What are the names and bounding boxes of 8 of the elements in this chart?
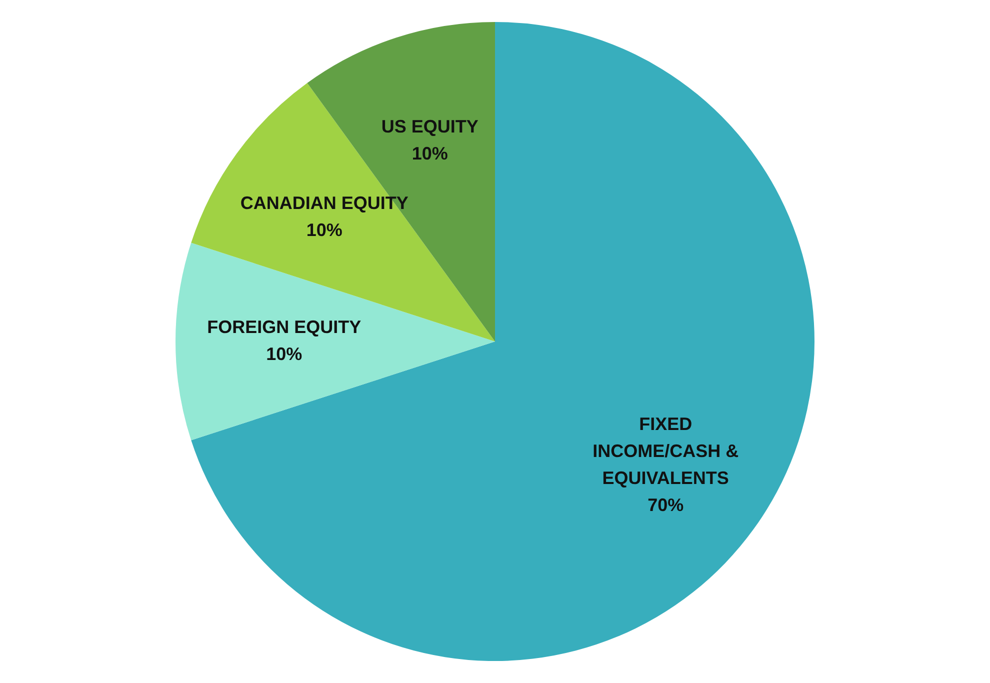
data-label: 10% xyxy=(266,344,302,364)
data-label: 10% xyxy=(412,143,448,164)
slice-label: CANADIAN EQUITY xyxy=(240,193,408,214)
slice-label: FOREIGN EQUITY xyxy=(207,316,362,337)
data-label: 10% xyxy=(306,220,342,240)
data-label: 70% xyxy=(648,494,684,515)
slice-label: FIXED INCOME/CASH & EQUIVALENTS xyxy=(592,414,739,488)
slice-label: US EQUITY xyxy=(381,116,478,136)
